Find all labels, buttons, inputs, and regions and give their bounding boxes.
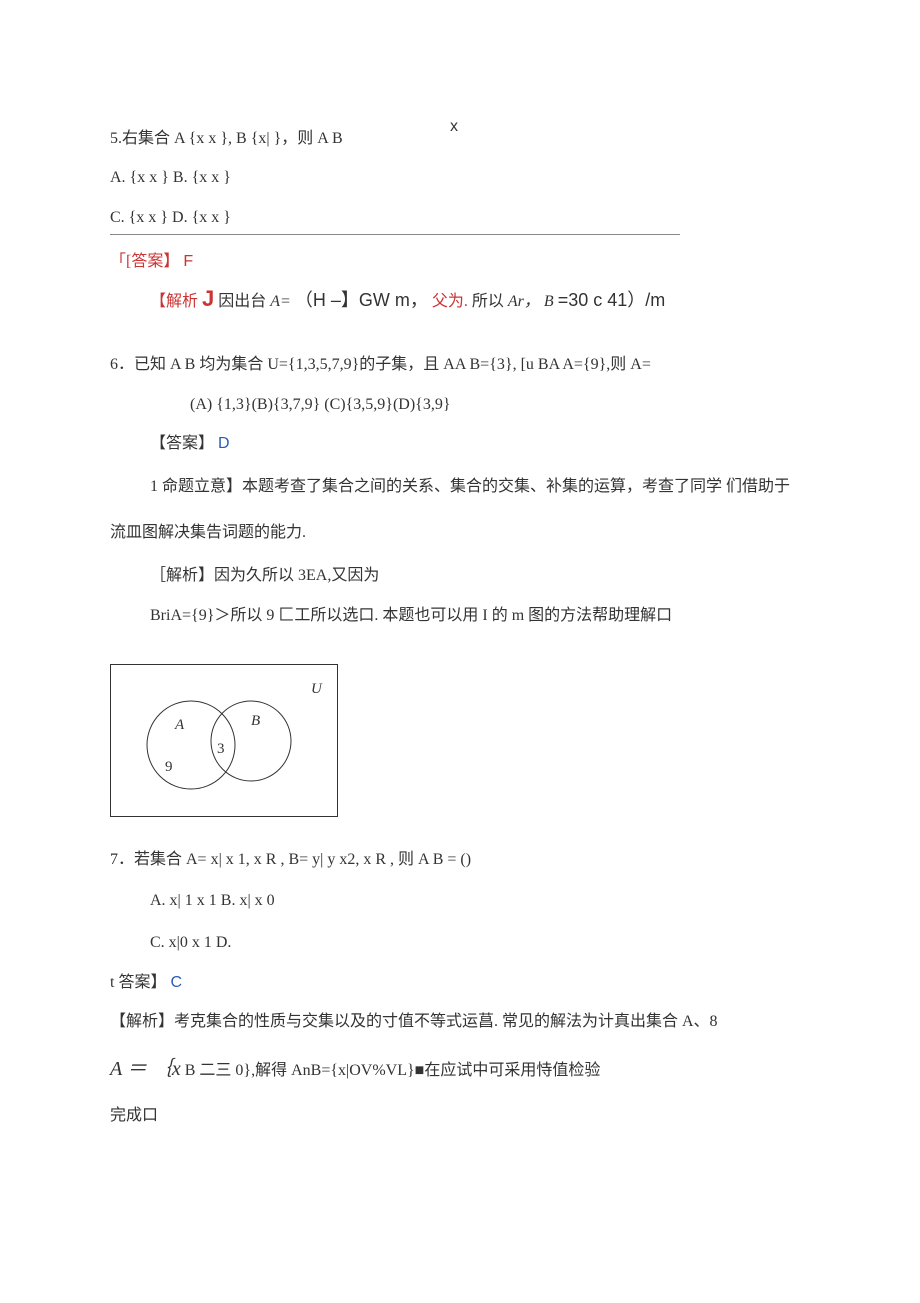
q5-analysis-label: 【解析 — [150, 293, 198, 310]
q7-answer-label: t 答案】 — [110, 974, 166, 991]
q7-options-row2: C. x|0 x 1 D. — [110, 930, 810, 956]
venn-diagram: A B U 3 9 — [110, 664, 338, 817]
q5-analysis-j: J — [202, 286, 214, 311]
q5-option-b: B. {x x } — [173, 169, 231, 186]
q7-line-a: A ＝ ｛x B 二三 0},解得 AnB={x|OV%VL}■在应试中可采用恃… — [110, 1053, 810, 1085]
q5-analysis-t1: 因出台 — [218, 293, 266, 310]
q6-answer-label: 【答案】 — [150, 435, 214, 452]
q5-options-row1: A. {x x } B. {x x } — [110, 165, 810, 191]
venn-svg: A B U 3 9 — [119, 673, 329, 803]
q5-analysis: 【解析 J 因出台 A= （H –】GW m， 父为. 所以 Ar， B =30… — [110, 281, 810, 316]
q7-stem: 7．若集合 A= x| x 1, x R , B= y| y x2, x R ,… — [110, 847, 810, 873]
q7-option-b: B. x| x 0 — [221, 892, 275, 909]
q5-analysis-eq: =30 c 41）/m — [558, 290, 666, 310]
q6-options: (A) {1,3}(B){3,7,9} (C){3,5,9}(D){3,9} — [110, 392, 810, 418]
q5-option-d: D. {x x } — [172, 209, 231, 226]
q7-line-a-rest: B 二三 0},解得 AnB={x|OV%VL}■在应试中可采用恃值检验 — [185, 1062, 601, 1079]
q5-answer-label: 「[答案】 — [110, 253, 179, 270]
q5-superscript-x: x — [450, 114, 920, 140]
q5-analysis-ar: Ar， — [508, 293, 540, 310]
q7-answer-value: C — [170, 974, 182, 991]
q5-options-row2: C. {x x } D. {x x } — [110, 205, 810, 236]
q5-analysis-t2: 父为. — [432, 293, 468, 310]
svg-text:9: 9 — [165, 759, 173, 775]
svg-text:3: 3 — [217, 741, 225, 757]
q6-analysis-line2: BriA={9}＞所以 9 匚工所以选口. 本题也可以用 I 的 m 图的方法帮… — [110, 603, 810, 629]
q7-option-c: C. x|0 x 1 — [150, 934, 212, 951]
q7-option-a: A. x| 1 x 1 — [150, 892, 217, 909]
q6-meaning-line2: 流皿图解决集告词题的能力. — [110, 517, 810, 549]
q5-analysis-aeq: A= — [270, 293, 291, 310]
q5-analysis-paren: （H –】GW m， — [295, 290, 428, 310]
svg-text:U: U — [311, 681, 323, 697]
q6-answer-value: D — [218, 435, 230, 452]
q6-stem: 6．已知 A B 均为集合 U={1,3,5,7,9}的子集，且 AA B={3… — [110, 352, 810, 378]
q6-meaning: 1 命题立意】本题考查了集合之间的关系、集合的交集、补集的运算，考查了同学 们借… — [110, 471, 810, 503]
q5-analysis-b: B — [544, 293, 554, 310]
q7-analysis: 【解析】考克集合的性质与交集以及的寸值不等式运菖. 常见的解法为计真出集合 A、… — [110, 1009, 810, 1035]
svg-text:A: A — [174, 717, 185, 733]
q7-done: 完成口 — [110, 1103, 810, 1129]
q7-option-d: D. — [216, 934, 232, 951]
q5-answer-value: F — [183, 253, 193, 270]
page-container: x 5.右集合 A {x x }, B {x| }，则 A B A. {x x … — [0, 0, 920, 1202]
svg-text:B: B — [251, 713, 260, 729]
q5-answer: 「[答案】 F — [110, 249, 810, 275]
q5-option-c: C. {x x } — [110, 209, 168, 226]
q7-line-a-prefix: A ＝ ｛x — [110, 1058, 181, 1080]
q6-analysis: ［解析】因为久所以 3EA,又因为 — [110, 563, 810, 589]
q6-answer: 【答案】 D — [110, 431, 810, 457]
q7-answer: t 答案】 C — [110, 970, 810, 996]
q5-option-a: A. {x x } — [110, 169, 169, 186]
q5-analysis-t3: 所以 — [472, 293, 504, 310]
q7-options-row1: A. x| 1 x 1 B. x| x 0 — [110, 888, 810, 914]
